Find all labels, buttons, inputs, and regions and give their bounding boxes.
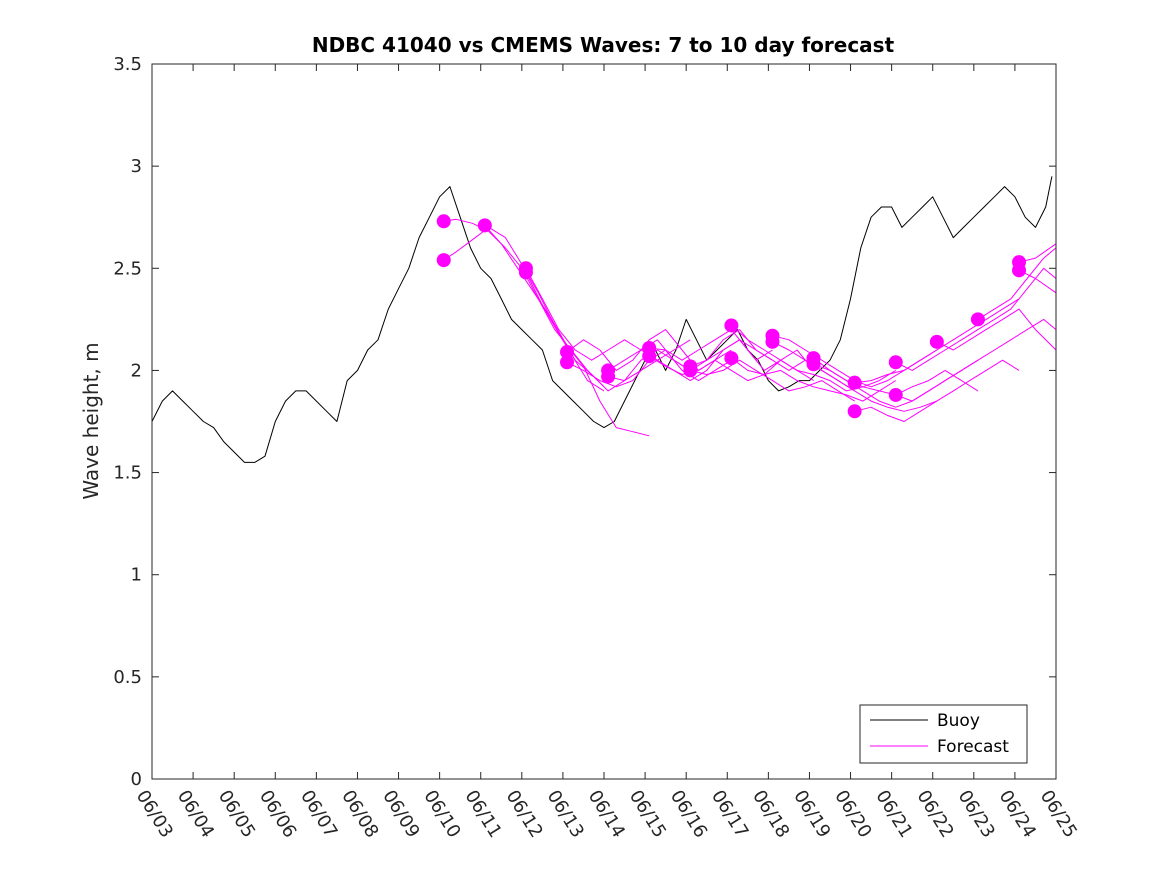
y-axis-label: Wave height, m — [79, 342, 103, 499]
x-tick-label: 06/03 — [132, 787, 177, 842]
legend-buoy-label: Buoy — [937, 711, 980, 731]
x-tick-label: 06/13 — [543, 787, 588, 842]
x-tick-label: 06/21 — [871, 787, 916, 842]
x-tick-label: 06/06 — [255, 787, 300, 842]
y-tick-label: 1.5 — [113, 463, 142, 484]
y-tick-label: 0 — [131, 769, 142, 790]
x-tick-label: 06/04 — [173, 787, 218, 842]
forecast-series-line-14 — [731, 325, 896, 392]
x-tick-label: 06/22 — [912, 787, 957, 842]
forecast-start-marker-9 — [601, 369, 616, 384]
y-tick-label: 0.5 — [113, 667, 142, 688]
forecast-start-marker-5 — [518, 265, 533, 280]
x-tick-label: 06/17 — [707, 787, 752, 842]
forecast-start-marker-23 — [888, 387, 903, 402]
forecast-start-marker-3 — [477, 218, 492, 233]
forecast-start-marker-22 — [888, 355, 903, 370]
forecast-start-marker-17 — [765, 334, 780, 349]
forecast-start-marker-24 — [929, 334, 944, 349]
buoy-series-line — [151, 176, 1053, 463]
forecast-series-line-25 — [977, 247, 1057, 320]
forecast-start-marker-25 — [970, 312, 985, 327]
x-tick-label: 06/16 — [666, 787, 711, 842]
forecast-series-line-22 — [895, 267, 1057, 371]
forecast-start-marker-1 — [436, 214, 451, 229]
forecast-series-line-24 — [936, 308, 1057, 351]
forecast-start-marker-19 — [806, 357, 821, 372]
forecast-series-line-13 — [690, 359, 855, 402]
forecast-start-marker-21 — [847, 404, 862, 419]
y-tick-label: 2.5 — [113, 258, 142, 279]
x-tick-label: 06/23 — [954, 787, 999, 842]
y-tick-label: 3.5 — [113, 54, 142, 75]
forecast-start-marker-13 — [683, 363, 698, 378]
x-tick-label: 06/12 — [502, 787, 547, 842]
x-tick-label: 06/07 — [296, 787, 341, 842]
legend-forecast-label: Forecast — [937, 737, 1009, 757]
plot-background — [152, 64, 1056, 779]
forecast-start-marker-15 — [724, 351, 739, 366]
forecast-start-marker-20 — [847, 375, 862, 390]
x-tick-label: 06/15 — [625, 787, 670, 842]
x-tick-label: 06/25 — [1036, 787, 1081, 842]
y-tick-label: 2 — [131, 360, 142, 381]
forecast-start-marker-27 — [1012, 263, 1027, 278]
y-tick-label: 3 — [131, 156, 142, 177]
legend: Buoy Forecast — [859, 704, 1028, 764]
forecast-series-line-5 — [525, 272, 691, 392]
x-tick-label: 06/24 — [995, 787, 1040, 842]
forecast-series-line-15 — [731, 357, 896, 402]
x-tick-label: 06/10 — [419, 787, 464, 842]
y-tick-label: 1 — [131, 565, 142, 586]
forecast-series-line-21 — [854, 359, 1020, 422]
x-tick-label: 06/14 — [584, 787, 629, 842]
x-tick-label: 06/19 — [789, 787, 834, 842]
x-tick-label: 06/18 — [748, 787, 793, 842]
chart-title: NDBC 41040 vs CMEMS Waves: 7 to 10 day f… — [312, 33, 895, 57]
x-tick-label: 06/09 — [378, 787, 423, 842]
x-tick-label: 06/20 — [830, 787, 875, 842]
x-tick-label: 06/08 — [337, 787, 382, 842]
forecast-start-marker-11 — [642, 349, 657, 364]
forecast-series-line-17 — [772, 341, 937, 412]
forecast-series-line-4 — [525, 268, 691, 361]
forecast-series-line-20 — [854, 298, 1020, 384]
x-tick-label: 06/05 — [214, 787, 259, 842]
legend-box — [859, 704, 1028, 764]
forecast-start-marker-7 — [560, 355, 575, 370]
forecast-start-marker-2 — [436, 253, 451, 268]
x-tick-label: 06/11 — [460, 787, 505, 842]
forecast-start-marker-6 — [560, 345, 575, 360]
forecast-start-marker-14 — [724, 318, 739, 333]
